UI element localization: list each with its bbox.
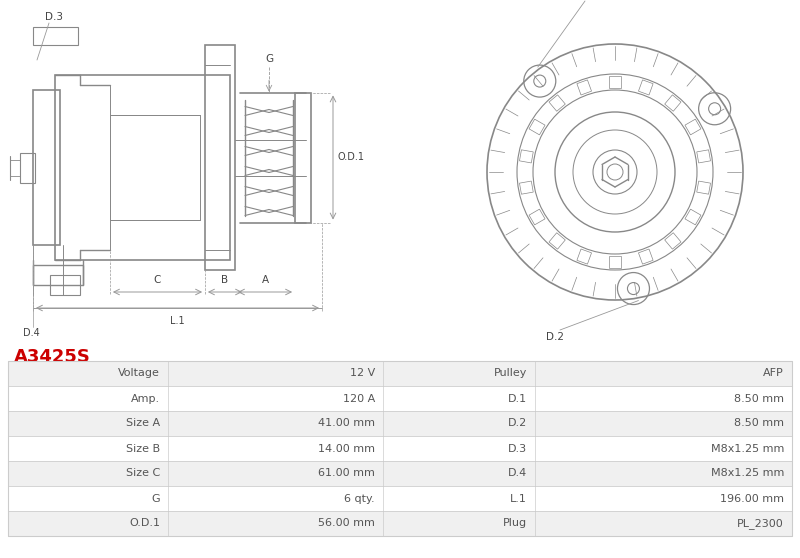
Text: 8.50 mm: 8.50 mm — [734, 418, 784, 429]
Text: Pulley: Pulley — [494, 368, 527, 378]
Text: C: C — [154, 275, 161, 285]
Text: 41.00 mm: 41.00 mm — [318, 418, 375, 429]
Text: 120 A: 120 A — [342, 393, 375, 403]
Bar — [50, 275, 80, 295]
Text: 8.50 mm: 8.50 mm — [734, 393, 784, 403]
Text: G: G — [265, 55, 273, 65]
Text: 56.00 mm: 56.00 mm — [318, 518, 375, 528]
Bar — [110, 115, 200, 220]
Text: M8x1.25 mm: M8x1.25 mm — [710, 444, 784, 454]
Text: Voltage: Voltage — [118, 368, 160, 378]
Text: G: G — [151, 493, 160, 503]
Text: Size C: Size C — [126, 469, 160, 479]
Text: D.1: D.1 — [508, 393, 527, 403]
Text: 14.00 mm: 14.00 mm — [318, 444, 375, 454]
Text: B: B — [222, 275, 229, 285]
Bar — [33, 265, 83, 285]
Bar — [20, 153, 35, 183]
Text: AFP: AFP — [763, 368, 784, 378]
Text: D.3: D.3 — [45, 12, 63, 22]
Text: 61.00 mm: 61.00 mm — [318, 469, 375, 479]
Text: 6 qty.: 6 qty. — [344, 493, 375, 503]
Text: 12 V: 12 V — [350, 368, 375, 378]
Text: 196.00 mm: 196.00 mm — [720, 493, 784, 503]
Bar — [8, 386, 792, 411]
Bar — [33, 90, 60, 245]
Bar — [8, 486, 792, 511]
Text: D.4: D.4 — [22, 328, 39, 338]
Text: Plug: Plug — [503, 518, 527, 528]
Bar — [8, 361, 792, 386]
Text: Size A: Size A — [126, 418, 160, 429]
Text: A: A — [262, 275, 269, 285]
Text: D.4: D.4 — [508, 469, 527, 479]
Text: O.D.1: O.D.1 — [338, 152, 365, 162]
Bar — [8, 436, 792, 461]
Text: L.1: L.1 — [510, 493, 527, 503]
Text: D.2: D.2 — [508, 418, 527, 429]
Text: O.D.1: O.D.1 — [129, 518, 160, 528]
Text: M8x1.25 mm: M8x1.25 mm — [710, 469, 784, 479]
Text: L.1: L.1 — [170, 316, 185, 326]
Bar — [55, 75, 230, 260]
Text: D.2: D.2 — [546, 332, 564, 342]
Bar — [8, 411, 792, 436]
Bar — [295, 93, 311, 223]
Text: D.3: D.3 — [508, 444, 527, 454]
Text: PL_2300: PL_2300 — [738, 518, 784, 529]
Text: Amp.: Amp. — [131, 393, 160, 403]
Bar — [8, 461, 792, 486]
Text: Size B: Size B — [126, 444, 160, 454]
Bar — [33, 27, 78, 45]
Text: A3425S: A3425S — [14, 348, 91, 366]
Bar — [205, 45, 235, 270]
Bar — [8, 511, 792, 536]
Bar — [8, 361, 792, 536]
